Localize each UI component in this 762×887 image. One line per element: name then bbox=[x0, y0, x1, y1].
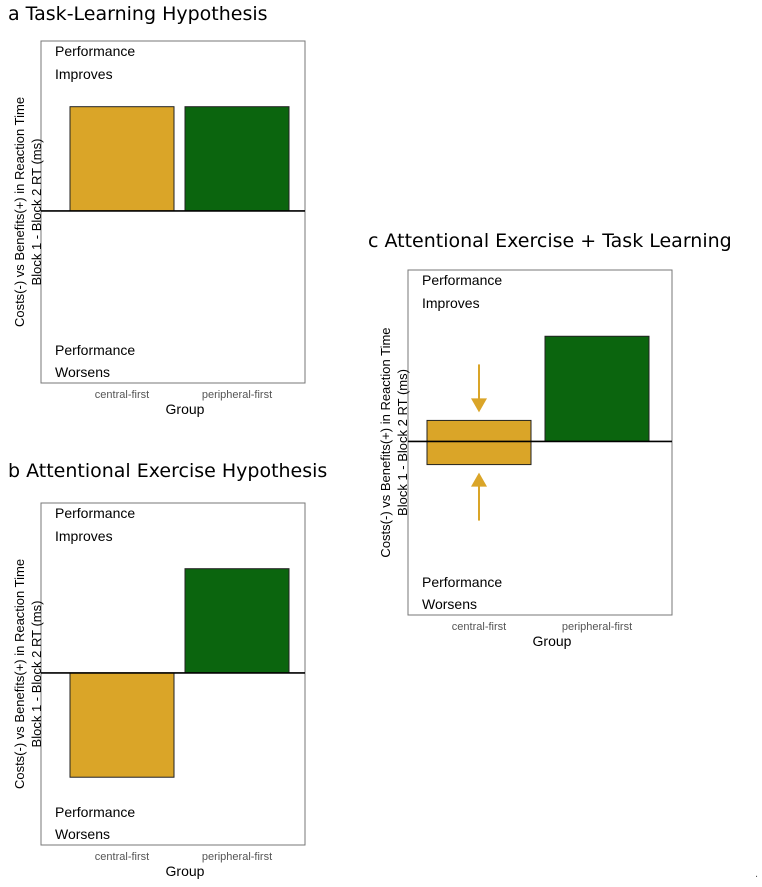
annotation-bottom-2: Worsens bbox=[422, 596, 477, 612]
y-axis-label-1: Costs(-) vs Benefits(+) in Reaction Time bbox=[12, 97, 27, 327]
stray-dot: . bbox=[755, 868, 758, 880]
annotation-bottom-2: Worsens bbox=[55, 826, 110, 842]
y-axis-label-1: Costs(-) vs Benefits(+) in Reaction Time bbox=[12, 559, 27, 789]
annotation-top-1: Performance bbox=[55, 43, 135, 59]
x-tick-label: peripheral-first bbox=[562, 621, 632, 633]
x-tick-label: central-first bbox=[95, 851, 149, 863]
panel-c: c Attentional Exercise + Task Learning Pe… bbox=[368, 230, 732, 649]
x-tick-label: central-first bbox=[452, 621, 506, 633]
arrow-down-icon bbox=[471, 364, 487, 413]
y-axis-label-2: Block 1 - Block 2 RT (ms) bbox=[29, 139, 44, 286]
panel-b: b Attentional Exercise Hypothesis Perform… bbox=[8, 460, 327, 879]
annotation-bottom-2: Worsens bbox=[55, 364, 110, 380]
annotation-bottom-1: Performance bbox=[55, 804, 135, 820]
plot-frame bbox=[40, 40, 306, 384]
x-axis-label: Group bbox=[166, 401, 205, 417]
plot-frame bbox=[407, 269, 673, 616]
annotation-top-2: Improves bbox=[55, 66, 113, 82]
x-tick-label: peripheral-first bbox=[202, 851, 272, 863]
x-tick-label: central-first bbox=[95, 389, 149, 401]
annotation-top-1: Performance bbox=[55, 505, 135, 521]
x-axis-label: Group bbox=[533, 633, 572, 649]
plot-frame bbox=[40, 502, 306, 846]
panel-a: a Task-Learning Hypothesis Performance Imp… bbox=[8, 3, 306, 417]
panel-title: b Attentional Exercise Hypothesis bbox=[8, 460, 327, 482]
annotation-top-2: Improves bbox=[55, 528, 113, 544]
y-axis-label-2: Block 1 - Block 2 RT (ms) bbox=[395, 369, 410, 516]
annotation-top-2: Improves bbox=[422, 295, 480, 311]
bar-peripheral-first bbox=[184, 106, 290, 212]
y-axis-label-1: Costs(-) vs Benefits(+) in Reaction Time bbox=[378, 327, 393, 557]
x-axis-label: Group bbox=[166, 863, 205, 879]
annotation-top-1: Performance bbox=[422, 272, 502, 288]
bar-peripheral-first bbox=[184, 568, 290, 674]
annotation-bottom-1: Performance bbox=[422, 574, 502, 590]
annotation-bottom-1: Performance bbox=[55, 342, 135, 358]
y-axis-label-2: Block 1 - Block 2 RT (ms) bbox=[29, 601, 44, 748]
bar-central-first bbox=[69, 672, 175, 778]
bar-central-first bbox=[69, 106, 175, 212]
bar-peripheral-first bbox=[544, 335, 650, 442]
bar-central-first bbox=[426, 419, 532, 466]
x-tick-label: peripheral-first bbox=[202, 389, 272, 401]
arrow-up-icon bbox=[471, 472, 487, 521]
panel-title: c Attentional Exercise + Task Learning bbox=[368, 230, 732, 252]
panel-title: a Task-Learning Hypothesis bbox=[8, 3, 268, 25]
